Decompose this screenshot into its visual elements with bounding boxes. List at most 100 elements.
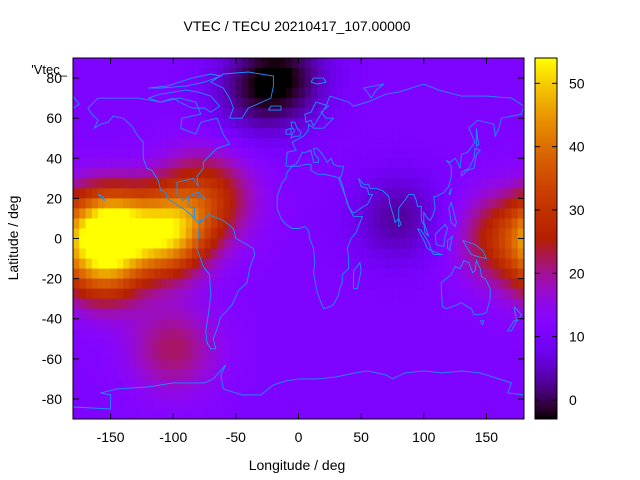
heatmap-cell — [292, 68, 300, 79]
heatmap-cell — [411, 78, 419, 89]
heatmap-cell — [436, 328, 444, 340]
heatmap-cell — [160, 358, 168, 370]
heatmap-cell — [110, 318, 118, 330]
heatmap-cell — [235, 178, 243, 189]
heatmap-cell — [423, 278, 431, 290]
heatmap-cell — [223, 208, 231, 220]
heatmap-cell — [273, 148, 281, 159]
heatmap-cell — [455, 288, 462, 300]
heatmap-cell — [361, 398, 369, 410]
heatmap-cell — [461, 358, 469, 370]
heatmap-cell — [279, 348, 287, 360]
heatmap-cell — [511, 338, 519, 350]
heatmap-cell — [91, 128, 99, 139]
heatmap-cell — [98, 348, 105, 360]
heatmap-cell — [448, 358, 456, 370]
heatmap-cell — [235, 268, 243, 280]
heatmap-cell — [317, 318, 325, 330]
heatmap-cell — [480, 328, 488, 340]
heatmap-cell — [511, 98, 519, 109]
heatmap-cell — [123, 298, 130, 310]
heatmap-cell — [173, 358, 181, 370]
heatmap-cell — [91, 258, 99, 270]
heatmap-cell — [192, 228, 199, 240]
heatmap-cell — [110, 408, 118, 419]
heatmap-cell — [223, 288, 231, 300]
heatmap-cell — [411, 278, 419, 290]
heatmap-cell — [354, 78, 362, 89]
heatmap-cell — [160, 228, 168, 240]
heatmap-cell — [498, 98, 506, 109]
heatmap-cell — [160, 98, 168, 109]
heatmap-cell — [166, 228, 174, 240]
heatmap-cell — [166, 68, 174, 79]
heatmap-cell — [204, 108, 212, 119]
heatmap-cell — [285, 118, 293, 129]
heatmap-cell — [304, 188, 312, 199]
heatmap-cell — [210, 388, 218, 400]
heatmap-cell — [98, 88, 105, 99]
heatmap-cell — [417, 388, 425, 400]
heatmap-cell — [392, 98, 400, 109]
heatmap-cell — [473, 278, 481, 290]
heatmap-cell — [517, 168, 524, 179]
heatmap-cell — [298, 308, 306, 320]
heatmap-cell — [248, 258, 256, 270]
heatmap-cell — [279, 138, 287, 149]
heatmap-cell — [492, 168, 500, 179]
heatmap-cell — [455, 278, 462, 290]
heatmap-cell — [473, 388, 481, 400]
heatmap-cell — [398, 398, 406, 410]
heatmap-cell — [129, 348, 137, 360]
coastline — [191, 191, 207, 199]
heatmap-cell — [373, 158, 381, 169]
heatmap-cell — [260, 178, 268, 189]
heatmap-cell — [423, 408, 431, 419]
heatmap-cell — [148, 238, 156, 250]
heatmap-cell — [285, 128, 293, 139]
heatmap-cell — [135, 88, 143, 99]
heatmap-cell — [361, 238, 369, 250]
heatmap-cell — [323, 298, 331, 310]
coastline — [290, 121, 302, 139]
heatmap-cell — [192, 298, 199, 310]
heatmap-cell — [436, 158, 444, 169]
heatmap-cell — [148, 308, 156, 320]
heatmap-cell — [348, 128, 356, 139]
heatmap-cell — [285, 138, 293, 149]
heatmap-cell — [179, 298, 187, 310]
heatmap-cell — [511, 298, 519, 310]
heatmap-cell — [260, 58, 268, 69]
heatmap-cell — [248, 248, 256, 260]
heatmap-cell — [354, 88, 362, 99]
heatmap-cell — [423, 58, 431, 69]
heatmap-cell — [317, 128, 325, 139]
heatmap-cell — [248, 298, 256, 310]
heatmap-cell — [398, 178, 406, 189]
heatmap-cell — [392, 268, 400, 280]
heatmap-cell — [148, 378, 156, 390]
heatmap-cell — [473, 258, 481, 270]
heatmap-cell — [448, 98, 456, 109]
coastline — [448, 188, 452, 195]
heatmap-cell — [486, 88, 494, 99]
heatmap-cell — [354, 388, 362, 400]
heatmap-cell — [79, 168, 87, 179]
heatmap-cell — [329, 118, 337, 129]
heatmap-cell — [298, 98, 306, 109]
heatmap-cell — [154, 318, 162, 330]
heatmap-cell — [116, 178, 124, 189]
heatmap-cell — [361, 208, 369, 220]
heatmap-cell — [192, 108, 199, 119]
heatmap-cell — [254, 308, 262, 320]
heatmap-cell — [311, 408, 318, 419]
heatmap-cell — [229, 218, 237, 230]
heatmap-cell — [329, 198, 337, 210]
heatmap-cell — [498, 268, 506, 280]
heatmap-cell — [361, 108, 369, 119]
heatmap-cell — [91, 178, 99, 189]
heatmap-cell — [116, 108, 124, 119]
heatmap-cell — [110, 148, 118, 159]
heatmap-cell — [336, 338, 343, 350]
heatmap-cell — [273, 258, 281, 270]
